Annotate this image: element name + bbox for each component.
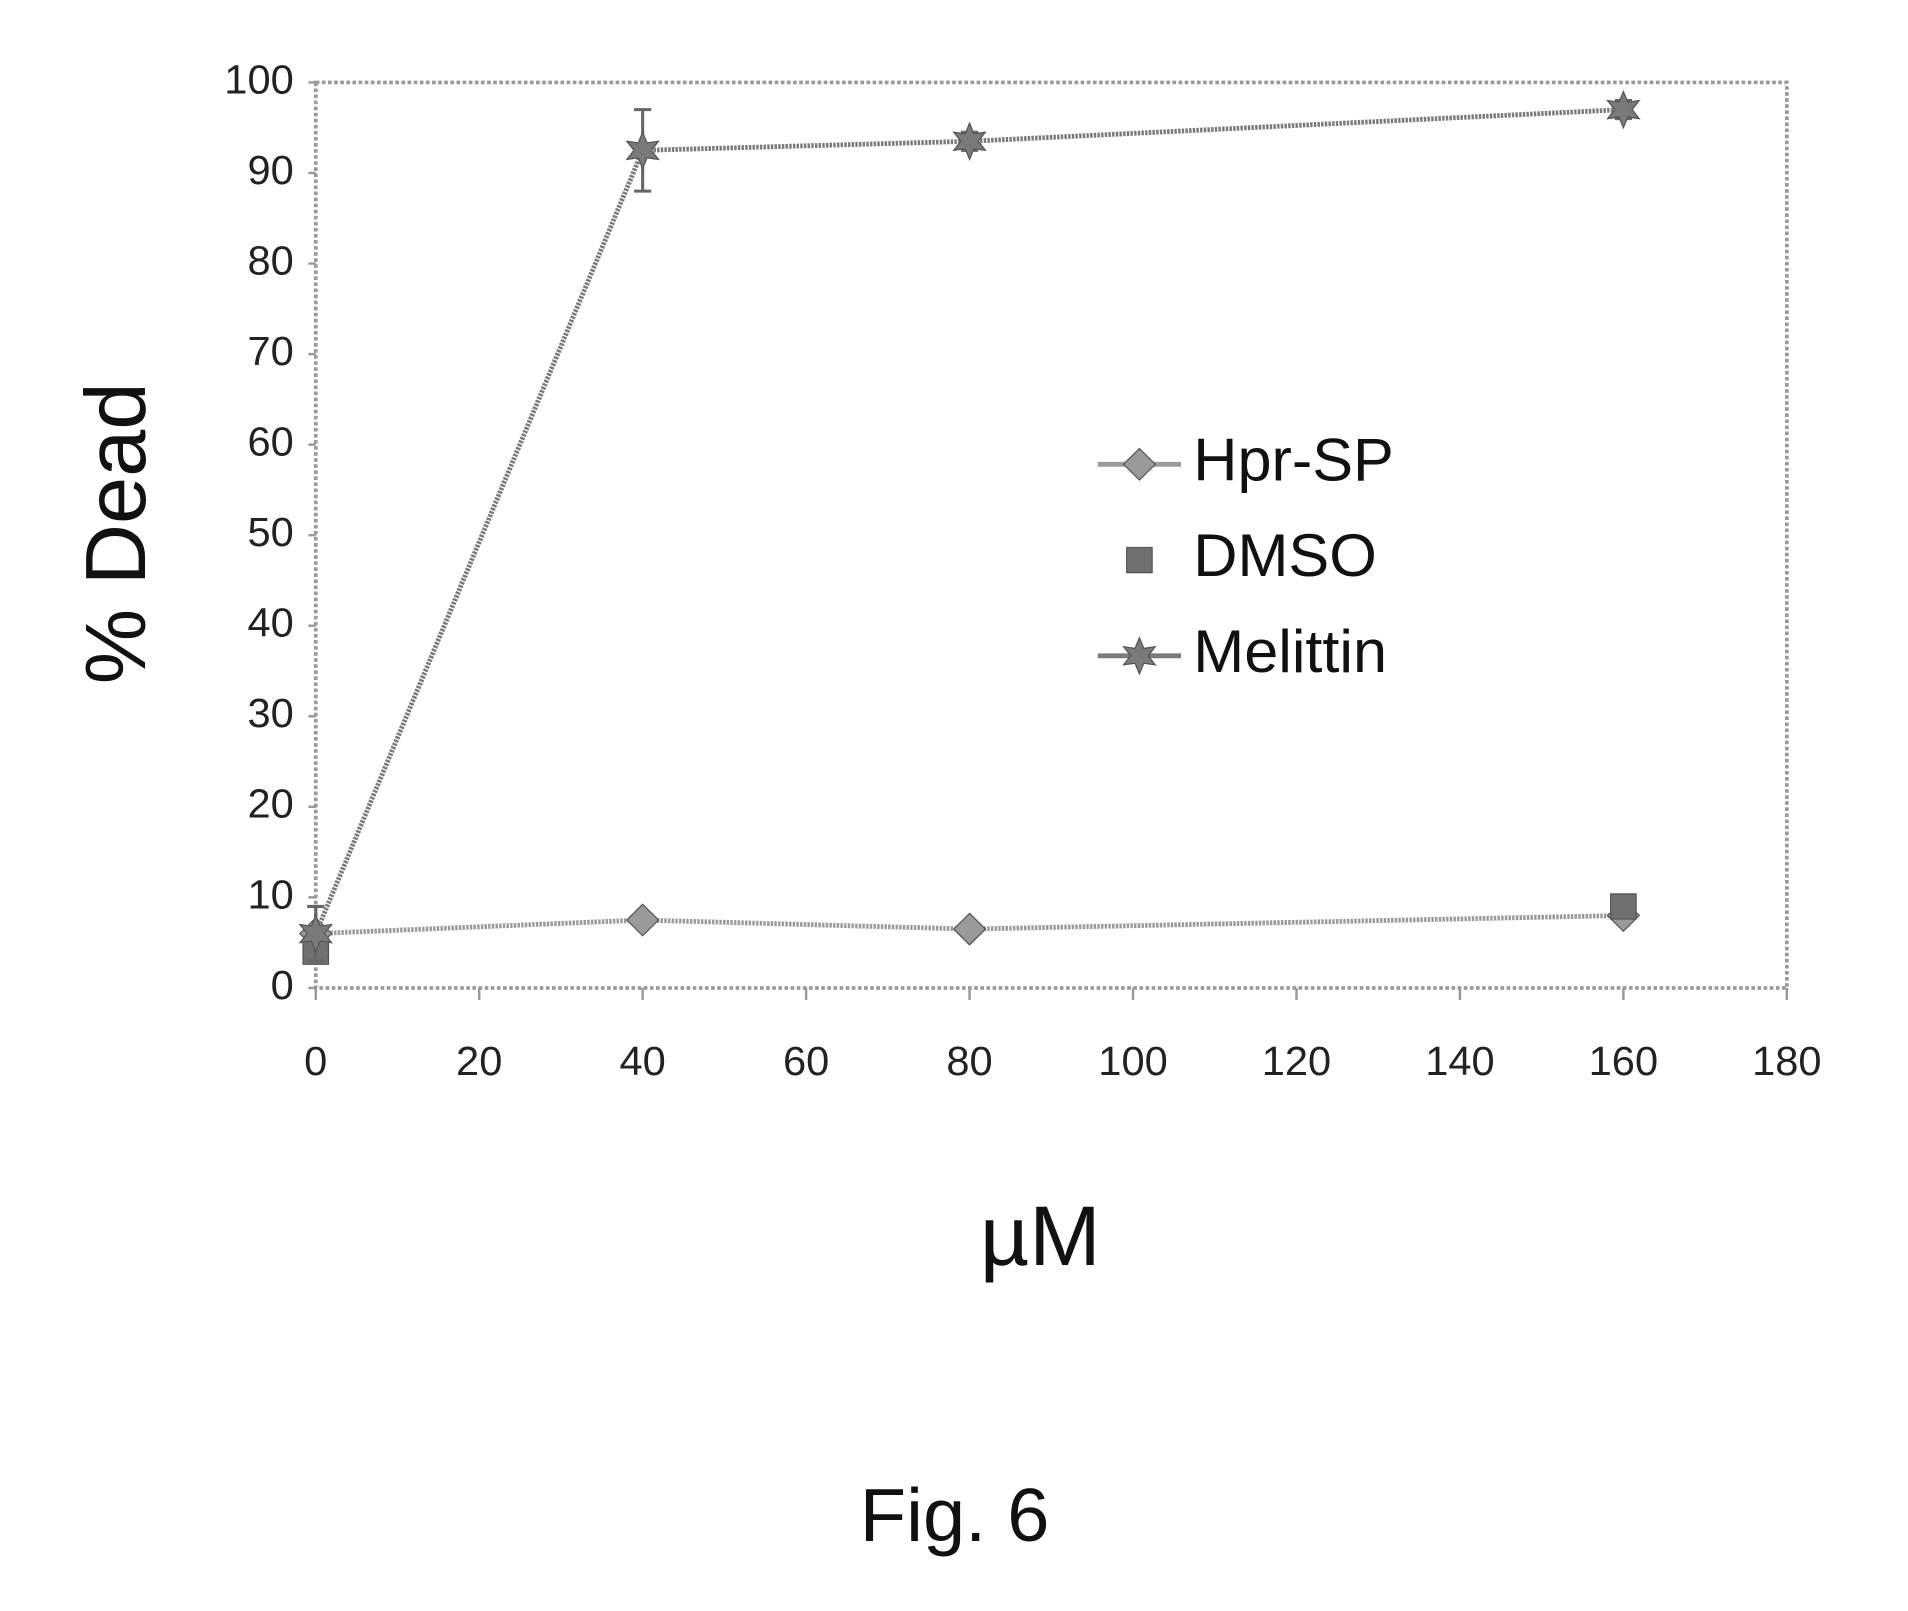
plot-frame xyxy=(316,82,1787,988)
legend-marker xyxy=(1127,547,1152,572)
y-tick-label: 30 xyxy=(247,690,293,736)
y-tick-label: 70 xyxy=(247,328,293,374)
series-line xyxy=(316,110,1624,934)
data-point xyxy=(954,913,986,945)
x-tick-label: 80 xyxy=(946,1038,992,1084)
y-tick-label: 0 xyxy=(271,962,294,1008)
y-tick-label: 50 xyxy=(247,509,293,555)
x-tick-label: 160 xyxy=(1589,1038,1658,1084)
legend-label: Hpr-SP xyxy=(1193,426,1394,494)
y-tick-label: 10 xyxy=(247,871,293,917)
y-tick-label: 60 xyxy=(247,419,293,465)
x-tick-label: 140 xyxy=(1425,1038,1494,1084)
data-point xyxy=(1611,894,1636,919)
x-tick-label: 120 xyxy=(1262,1038,1331,1084)
legend-label: Melittin xyxy=(1193,617,1387,685)
y-axis-label: % Dead xyxy=(69,382,164,684)
y-tick-label: 90 xyxy=(247,147,293,193)
y-tick-label: 80 xyxy=(247,238,293,284)
chart: % Dead µM Fig. 6 0 10 20 30 40 50 60 70 80 90 100 0… xyxy=(0,0,1908,1611)
legend-label: DMSO xyxy=(1193,521,1377,589)
x-tick-label: 20 xyxy=(456,1038,502,1084)
y-tick-label: 100 xyxy=(224,56,293,102)
x-tick-label: 40 xyxy=(620,1038,666,1084)
page: {"chart_data": { "type": "line", "ylabel… xyxy=(0,0,1908,1611)
x-tick-label: 100 xyxy=(1098,1038,1167,1084)
caption: Fig. 6 xyxy=(860,1474,1050,1558)
y-tick-label: 40 xyxy=(247,600,293,646)
x-tick-label: 180 xyxy=(1752,1038,1821,1084)
legend-marker xyxy=(1124,449,1156,481)
data-point xyxy=(627,904,659,936)
y-tick-label: 20 xyxy=(247,781,293,827)
x-tick-label: 0 xyxy=(304,1038,327,1084)
x-axis-label: µM xyxy=(980,1189,1101,1284)
x-tick-label: 60 xyxy=(783,1038,829,1084)
